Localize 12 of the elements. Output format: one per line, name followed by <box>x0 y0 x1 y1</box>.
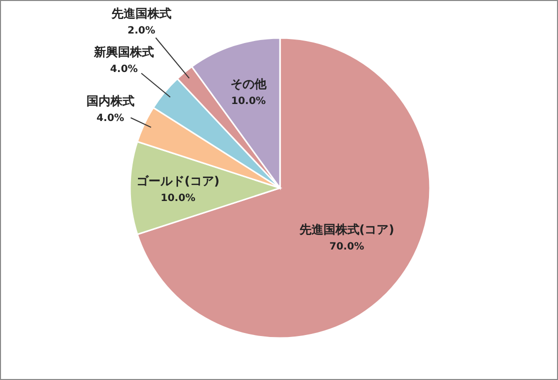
data-label: 10.0% <box>160 193 196 204</box>
data-label: 2.0% <box>127 25 156 36</box>
data-label: 4.0% <box>96 113 124 124</box>
slice-label: 先進国株式 <box>110 6 172 20</box>
slice-label: ゴールド(コア) <box>136 174 220 188</box>
slice-label: 国内株式 <box>86 94 134 108</box>
slice-label: 新興国株式 <box>92 44 154 59</box>
data-label: 10.0% <box>231 96 266 107</box>
slice-label: 先進国株式(コア) <box>298 222 394 236</box>
data-label: 4.0% <box>110 64 138 75</box>
slice-label: その他 <box>230 76 268 91</box>
data-label: 70.0% <box>329 241 364 252</box>
